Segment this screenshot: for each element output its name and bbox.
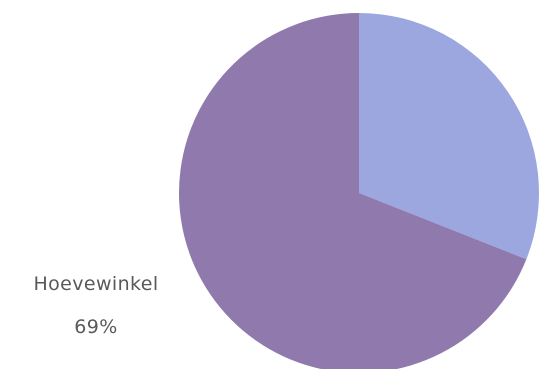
pie-slice-hoevewinkel bbox=[179, 13, 527, 369]
slice-label-hoevewinkel-name: Hoevewinkel bbox=[33, 273, 158, 295]
slice-label-hoevewinkel-value: 69% bbox=[74, 316, 117, 338]
pie-labels: Hoevewinkel 69% bbox=[33, 273, 158, 338]
pie-slices bbox=[179, 13, 539, 369]
pie-slice-slice-1 bbox=[359, 13, 539, 260]
